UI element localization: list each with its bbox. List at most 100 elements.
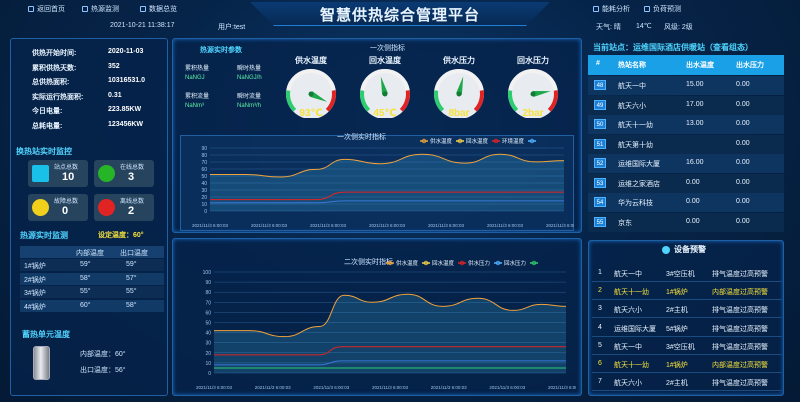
source-row: 3#锅炉 55° 55° [20, 286, 164, 298]
y-tick-label: 90 [205, 280, 211, 286]
alarm-cell: 排气温度过高预警 [712, 325, 768, 333]
y-tick-label: 40 [205, 331, 211, 337]
summary-row: 今日电量: 223.85KW [20, 106, 160, 118]
station-row[interactable]: 55 京东 0.00 0.00 [588, 212, 784, 232]
nav-home[interactable]: 返回首页 [28, 3, 65, 14]
nav-load-forecast[interactable]: 负荷预测 [644, 3, 681, 14]
nav-heat-source[interactable]: 热源监测 [82, 3, 119, 14]
chart-icon [593, 5, 599, 12]
y-tick-label: 40 [201, 181, 207, 187]
alarm-cell: 航天六小 [614, 307, 642, 315]
station-row[interactable]: 48 航天一中 15.00 0.00 [588, 76, 784, 95]
legend-label: 回水温度 [432, 259, 455, 267]
status-tile[interactable]: 站点总数 10 [28, 160, 88, 187]
alarm-cell: 航天六小 [614, 380, 642, 388]
source-cell: 57° [126, 274, 137, 282]
alarm-cell: 6 [598, 360, 602, 367]
alert-icon [98, 199, 115, 216]
station-row[interactable]: 51 航天第十幼 0.00 [588, 134, 784, 154]
set-temperature: 设定温度：60° [98, 232, 144, 239]
alarm-cell: 5 [598, 341, 602, 349]
x-tick-label: 2021/11/3 6:00:03 [546, 223, 574, 228]
source-monitor-title: 热源实时监测 [20, 231, 68, 240]
station-row[interactable]: 52 运维国际大厦 16.00 0.00 [588, 154, 784, 173]
alarm-row[interactable]: 5 航天一中 3#空压机 排气温度过高预警 [592, 339, 782, 355]
datetime: 2021-10-21 11:38:17 [110, 22, 175, 29]
current-station-link[interactable]: 当前站点：运维国际酒店供暖站（查看组态） [593, 43, 753, 52]
home-icon [28, 5, 34, 12]
x-tick-label: 2021/11/3 6:00:03 [489, 385, 525, 390]
gauge-needle [532, 91, 551, 97]
alarm-row[interactable]: 3 航天六小 2#主机 排气温度过高预警 [592, 302, 782, 319]
y-tick-label: 50 [205, 321, 211, 327]
station-cell: 16.00 [686, 159, 704, 166]
status-tile[interactable]: 离线总数 2 [94, 194, 154, 221]
y-tick-label: 30 [205, 341, 211, 347]
alarm-cell: 内部温度过高预警 [712, 362, 768, 369]
weather: 天气: 晴 [596, 24, 621, 31]
alarm-cell: 2#主机 [666, 380, 688, 388]
station-cell: 15.00 [686, 81, 704, 88]
source-cell: 58° [80, 274, 91, 282]
station-row[interactable]: 54 华为云科技 0.00 0.00 [588, 193, 784, 212]
source-cell: 58° [126, 301, 137, 309]
gauge: 供水温度 93℃ [281, 55, 341, 125]
status-tile[interactable]: 故障总数 0 [28, 194, 88, 221]
alarm-row[interactable]: 2 航天十一幼 1#锅炉 内部温度过高预警 [592, 284, 782, 301]
station-header-cell: 出水压力 [736, 62, 764, 69]
alarm-row[interactable]: 6 航天十一幼 1#锅炉 内部温度过高预警 [592, 357, 782, 373]
gear-icon [32, 199, 49, 216]
alarm-cell: 1#锅炉 [666, 289, 688, 297]
gauge-value: 45℃ [373, 108, 397, 119]
station-cell: 0.00 [736, 159, 750, 166]
param-value: NaNm³/h [237, 103, 262, 109]
alarm-row[interactable]: 1 航天一中 3#空压机 排气温度过高预警 [592, 266, 782, 282]
temperature: 14℃ [636, 23, 652, 30]
param-label: 瞬时热量 [237, 66, 262, 72]
status-tile[interactable]: 在线总数 3 [94, 160, 154, 187]
alarm-cell: 航天一中 [614, 271, 642, 278]
x-tick-label: 2021/11/3 6:00:03 [431, 385, 467, 390]
y-tick-label: 80 [205, 290, 211, 296]
summary-label: 总耗电量: [32, 122, 63, 130]
summary-value: 2020-11-03 [108, 48, 144, 55]
storage-title: 蓄热单元温度 [22, 330, 70, 339]
station-row[interactable]: 50 航天十一幼 13.00 0.00 [588, 115, 784, 134]
x-tick-label: 2021/11/3 6:00:03 [428, 223, 464, 228]
gauge-value: 93℃ [299, 108, 323, 119]
station-id: 54 [594, 197, 606, 207]
x-tick-label: 2021/11/3 6:00:03 [372, 385, 408, 390]
station-row[interactable]: 49 航天六小 17.00 0.00 [588, 95, 784, 115]
station-cell: 运维国际大厦 [618, 161, 660, 168]
source-cell: 3#锅炉 [24, 290, 46, 297]
legend-label: 供水压力 [468, 259, 490, 267]
alarm-cell: 运维国际大厦 [614, 325, 656, 333]
gauge-label: 回水温度 [369, 56, 401, 65]
legend-label: 回水温度 [466, 137, 489, 145]
storage-tank-icon [33, 346, 50, 380]
series-line [209, 200, 564, 204]
y-tick-label: 10 [201, 202, 207, 208]
station-row[interactable]: 53 运维之家酒店 0.00 0.00 [588, 173, 784, 193]
alarm-row[interactable]: 7 航天六小 2#主机 排气温度过高预警 [592, 375, 782, 392]
summary-label: 今日电量: [32, 108, 63, 115]
y-tick-label: 50 [201, 174, 207, 180]
station-cell: 0.00 [736, 198, 750, 205]
station-id: 52 [594, 158, 606, 168]
x-tick-label: 2021/11/3 6:00:03 [548, 385, 576, 390]
nav-data-overview[interactable]: 数据总览 [140, 3, 177, 14]
data-icon [140, 5, 146, 12]
alarm-row[interactable]: 4 运维国际大厦 5#锅炉 排气温度过高预警 [592, 321, 782, 337]
alarm-cell: 排气温度过高预警 [712, 307, 768, 315]
legend-label: 环境温度 [502, 137, 525, 145]
user-label: 用户:test [218, 24, 246, 31]
gauge-value: 8bar [448, 108, 470, 119]
y-tick-label: 60 [201, 167, 207, 173]
y-tick-label: 0 [208, 371, 211, 377]
alarm-icon [662, 245, 670, 254]
summary-value: 10316531.0 [108, 77, 145, 84]
nav-energy-analysis[interactable]: 能耗分析 [593, 3, 630, 14]
y-tick-label: 80 [201, 153, 207, 159]
source-cell: 1#锅炉 [24, 263, 46, 270]
summary-label: 累积供热天数: [32, 64, 77, 72]
